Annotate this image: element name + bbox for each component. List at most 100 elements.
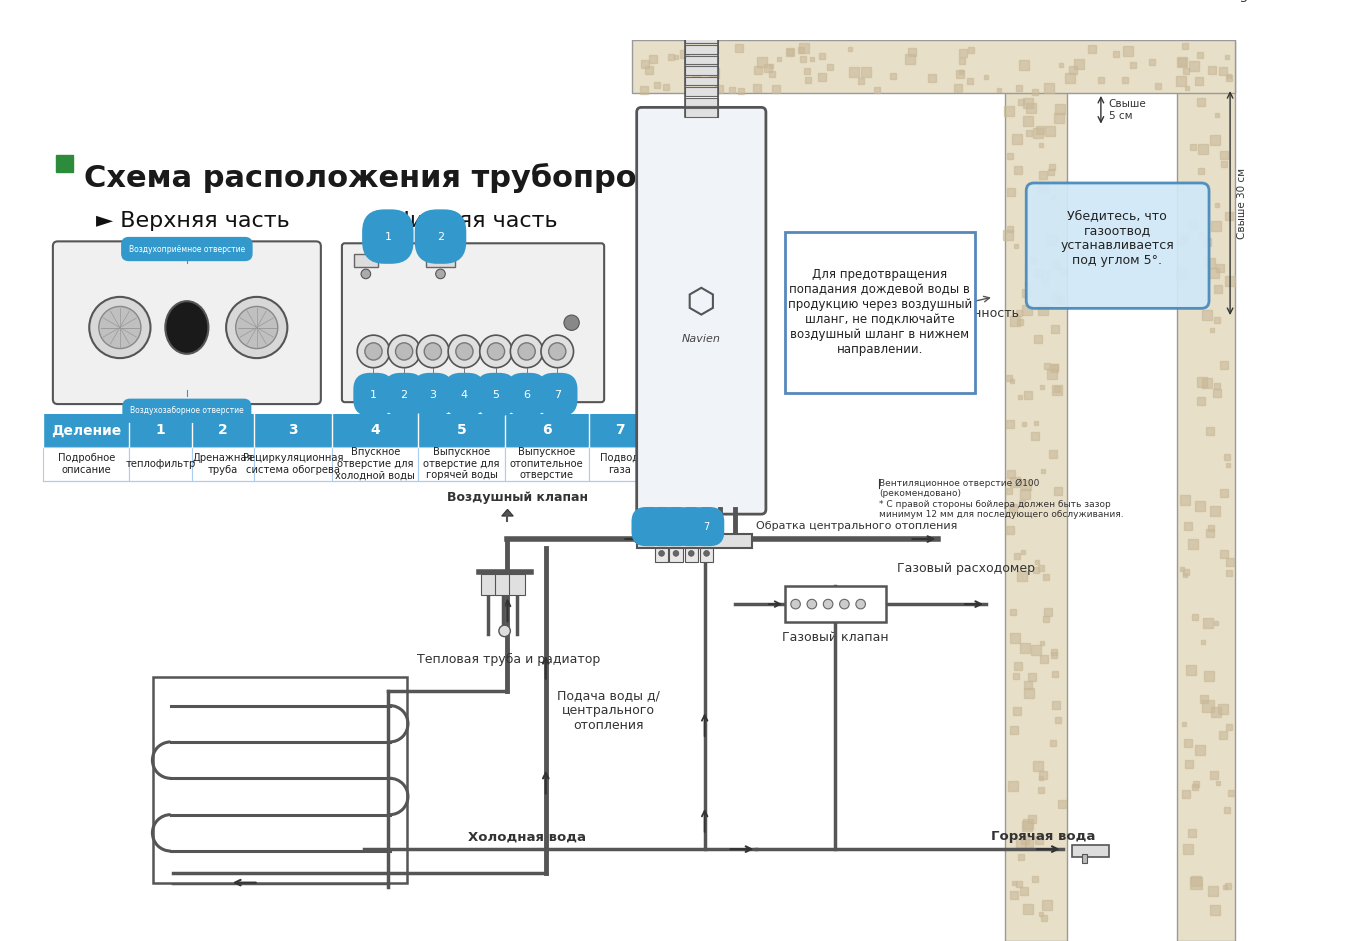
Text: Navien: Navien xyxy=(681,334,720,344)
Circle shape xyxy=(564,315,579,330)
PathPatch shape xyxy=(685,0,745,23)
Text: Выпускное
отопительное
отверстие: Выпускное отопительное отверстие xyxy=(510,447,584,481)
Text: Для предотвращения
попадания дождевой воды в
продукцию через воздушный
шланг, не: Для предотвращения попадания дождевой во… xyxy=(788,268,971,357)
Text: Газовый клапан: Газовый клапан xyxy=(782,631,889,644)
Text: Подробное
описание: Подробное описание xyxy=(58,454,115,474)
Text: 6: 6 xyxy=(688,521,695,532)
Text: Тепловая труба и радиатор: Тепловая труба и радиатор xyxy=(417,653,600,666)
Bar xyxy=(1082,853,1086,864)
Text: Воздушный клапан: Воздушный клапан xyxy=(447,491,588,504)
Text: 1: 1 xyxy=(370,390,376,400)
Bar xyxy=(685,35,718,43)
Text: Вентиляционное отверстие Ø100
(рекомендовано)
* С правой стороны бойлера должен : Вентиляционное отверстие Ø100 (рекомендо… xyxy=(878,479,1124,519)
Text: Воздухозаборное отверстие: Воздухозаборное отверстие xyxy=(130,407,244,415)
Text: 2: 2 xyxy=(437,231,444,242)
FancyBboxPatch shape xyxy=(53,242,321,404)
Circle shape xyxy=(549,343,565,360)
Text: 3: 3 xyxy=(289,423,298,438)
Text: Подача воды д/
центрального
отопления: Подача воды д/ центрального отопления xyxy=(557,689,660,732)
Text: Подвод
газа: Подвод газа xyxy=(600,454,639,474)
Text: 7: 7 xyxy=(615,423,625,438)
Bar xyxy=(1005,40,1067,941)
Text: Обратка центрального отопления: Обратка центрального отопления xyxy=(757,520,958,531)
Text: 4: 4 xyxy=(371,423,380,438)
Bar xyxy=(685,77,718,86)
Bar xyxy=(685,66,718,75)
Circle shape xyxy=(395,343,413,360)
Text: 1: 1 xyxy=(384,231,391,242)
FancyBboxPatch shape xyxy=(1027,183,1209,309)
Circle shape xyxy=(673,550,679,556)
Bar xyxy=(510,574,525,596)
Text: Свыше 30 см: Свыше 30 см xyxy=(1237,167,1246,239)
Circle shape xyxy=(499,625,510,637)
Bar xyxy=(254,447,332,481)
Circle shape xyxy=(823,599,832,609)
Text: 4: 4 xyxy=(660,521,665,532)
Bar xyxy=(631,40,1234,93)
Circle shape xyxy=(658,550,665,556)
Circle shape xyxy=(89,296,151,359)
Text: 7: 7 xyxy=(703,521,710,532)
Bar xyxy=(684,545,697,562)
Circle shape xyxy=(456,343,473,360)
Circle shape xyxy=(487,343,505,360)
Circle shape xyxy=(839,599,849,609)
Circle shape xyxy=(448,335,480,368)
Bar xyxy=(192,447,254,481)
Circle shape xyxy=(855,599,866,609)
Bar xyxy=(43,447,130,481)
Text: 6: 6 xyxy=(523,390,530,400)
Bar xyxy=(355,254,378,267)
Text: 1: 1 xyxy=(155,423,166,438)
Bar xyxy=(685,108,718,117)
Circle shape xyxy=(424,343,441,360)
Circle shape xyxy=(417,335,449,368)
Ellipse shape xyxy=(166,301,208,354)
Text: Схема расположения трубопровода: Схема расположения трубопровода xyxy=(85,163,723,193)
Text: Свыше
5 см: Свыше 5 см xyxy=(1109,99,1147,120)
Bar xyxy=(785,586,885,622)
Text: 5: 5 xyxy=(457,423,467,438)
Bar xyxy=(426,254,455,267)
Text: ► Верхняя часть: ► Верхняя часть xyxy=(96,211,290,231)
Text: Дренажная
труба: Дренажная труба xyxy=(193,453,254,474)
Circle shape xyxy=(362,269,371,279)
Bar xyxy=(495,574,510,596)
Circle shape xyxy=(688,550,695,556)
Circle shape xyxy=(357,335,390,368)
Text: 5°: 5° xyxy=(1240,0,1255,5)
Text: 5: 5 xyxy=(492,390,499,400)
Circle shape xyxy=(541,335,573,368)
Bar xyxy=(685,88,718,96)
Bar xyxy=(669,545,683,562)
Text: Рециркуляционная
система обогрева: Рециркуляционная система обогрева xyxy=(243,454,344,474)
Bar xyxy=(637,534,751,548)
Bar xyxy=(685,24,718,33)
Text: 2: 2 xyxy=(219,423,228,438)
Text: 7: 7 xyxy=(553,390,561,400)
Text: 3: 3 xyxy=(429,390,436,400)
Text: Газовый расходомер: Газовый расходомер xyxy=(897,562,1035,575)
Text: Воздухоприёмное отверстие: Воздухоприёмное отверстие xyxy=(128,245,246,253)
Bar xyxy=(332,447,418,481)
Bar xyxy=(685,56,718,64)
Circle shape xyxy=(98,307,140,348)
Circle shape xyxy=(364,343,382,360)
Circle shape xyxy=(436,269,445,279)
Text: Убедитесь, что
газоотвод
устанавливается
под углом 5°.: Убедитесь, что газоотвод устанавливается… xyxy=(1060,210,1174,267)
Circle shape xyxy=(518,343,536,360)
Bar xyxy=(130,447,192,481)
Bar xyxy=(55,155,73,172)
Text: 2: 2 xyxy=(401,390,407,400)
Circle shape xyxy=(807,599,816,609)
Bar xyxy=(418,447,505,481)
Circle shape xyxy=(510,335,542,368)
Text: Выпускное
отверстие для
горячей воды: Выпускное отверстие для горячей воды xyxy=(424,447,499,481)
Text: ► Нижняя часть: ► Нижняя часть xyxy=(368,211,557,231)
Text: Холодная вода: Холодная вода xyxy=(468,830,585,843)
Bar xyxy=(1178,40,1234,941)
Text: 5: 5 xyxy=(673,521,679,532)
Text: 6: 6 xyxy=(542,423,552,438)
Circle shape xyxy=(791,599,800,609)
